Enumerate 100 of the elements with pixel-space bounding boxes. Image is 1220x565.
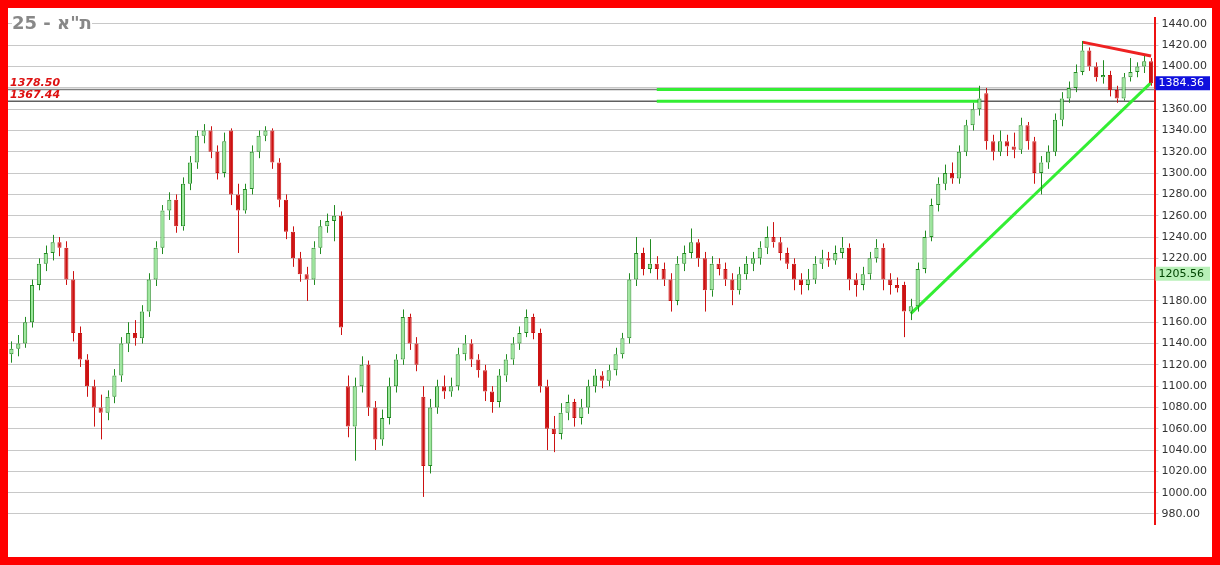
candlestick <box>187 155 192 191</box>
candlestick <box>819 249 824 270</box>
candlestick <box>36 257 41 291</box>
y-tick-label: 1420.00 <box>1161 38 1208 52</box>
candlestick <box>126 321 131 353</box>
candlestick <box>290 225 295 268</box>
y-tick-label: 1220.00 <box>1161 251 1208 265</box>
candlestick <box>139 304 144 345</box>
candlestick <box>222 132 227 178</box>
candlestick <box>208 125 213 159</box>
candlestick <box>1087 46 1092 72</box>
candlestick <box>785 247 790 270</box>
candlestick <box>469 338 474 368</box>
candlestick <box>71 270 76 342</box>
y-tick-label: 980.00 <box>1161 506 1201 520</box>
candlestick <box>702 251 707 313</box>
candlestick <box>64 240 69 286</box>
y-tick-label: 1440.00 <box>1161 16 1208 30</box>
y-tick-label: 1260.00 <box>1161 208 1208 222</box>
candlestick <box>57 236 62 257</box>
candlestick <box>215 144 220 180</box>
y-tick-label: 1300.00 <box>1161 165 1208 179</box>
candlestick <box>304 266 309 302</box>
ref-line-label: 1367.44 <box>10 87 61 101</box>
candlestick <box>174 193 179 234</box>
candlestick <box>229 127 234 206</box>
candlestick <box>771 221 776 249</box>
y-tick-label: 1140.00 <box>1161 336 1208 350</box>
candlestick <box>421 385 426 498</box>
candlestick <box>737 266 742 296</box>
y-tick-label: 1360.00 <box>1161 102 1208 116</box>
candlestick <box>1025 121 1030 151</box>
candlestick <box>194 130 199 170</box>
candlestick <box>524 308 529 338</box>
candlestick <box>366 360 371 417</box>
candlestick <box>1011 132 1016 159</box>
candlestick <box>1052 112 1058 157</box>
candlestick <box>846 242 852 291</box>
candlestick <box>1149 57 1154 87</box>
candlestick <box>544 379 549 451</box>
candlestick <box>881 242 886 291</box>
candlestick <box>915 262 920 313</box>
y-tick-label: 1340.00 <box>1161 123 1208 137</box>
candlestick <box>283 193 289 240</box>
y-tick-label: 1080.00 <box>1161 400 1208 414</box>
candlestick <box>359 355 364 394</box>
candlestick <box>1073 63 1078 93</box>
candlestick <box>1059 91 1064 127</box>
y-tick-label: 1320.00 <box>1161 144 1208 158</box>
candlestick <box>1032 136 1037 185</box>
candlestick <box>1142 55 1147 74</box>
candlestick <box>640 247 646 276</box>
candlestick <box>661 262 666 287</box>
candlestick <box>435 379 440 415</box>
candlestick <box>373 400 378 451</box>
candlestick <box>23 316 28 349</box>
candlestick <box>400 308 405 366</box>
y-tick-label: 1040.00 <box>1161 442 1208 456</box>
y-tick-label: 1400.00 <box>1161 59 1208 73</box>
candlestick <box>496 368 501 408</box>
candlestick <box>235 183 241 254</box>
candlestick <box>256 130 261 159</box>
candlestick <box>579 398 584 425</box>
candlestick <box>428 398 433 474</box>
candlestick <box>668 272 673 313</box>
candlestick <box>1080 40 1085 76</box>
candlestick <box>297 251 302 283</box>
candlestick <box>91 379 96 428</box>
candlestick <box>105 389 110 421</box>
candlestick <box>723 262 728 287</box>
candlestick <box>263 125 268 142</box>
candlestick <box>750 251 755 272</box>
candlestick <box>270 127 275 170</box>
candlestick <box>991 134 996 161</box>
y-tick-label: 1120.00 <box>1161 357 1208 371</box>
candlestick <box>50 234 55 261</box>
candlestick <box>160 204 165 255</box>
ref-line-label: 1378.50 <box>10 75 61 89</box>
y-tick-label: 1180.00 <box>1161 293 1208 307</box>
candlestick <box>558 402 563 440</box>
candlestick <box>181 176 186 232</box>
candlestick <box>318 219 323 255</box>
y-tick-label: 1060.00 <box>1161 421 1208 435</box>
candlestick <box>764 225 769 255</box>
candlestick <box>970 102 975 131</box>
candlestick <box>997 130 1003 157</box>
candlestick <box>538 328 543 394</box>
candlestick <box>380 409 385 447</box>
candlestick <box>483 364 488 402</box>
candlestick <box>936 176 941 212</box>
candlestick <box>929 198 934 242</box>
candlestick <box>599 370 604 389</box>
candlestick <box>462 334 467 362</box>
candlestick <box>628 272 631 345</box>
text: 1384.36 <box>1158 76 1205 90</box>
candlestick <box>489 385 495 414</box>
candlestick <box>84 353 90 398</box>
candlestick <box>792 257 797 291</box>
candlestick <box>414 336 419 372</box>
candlestick <box>874 238 879 264</box>
